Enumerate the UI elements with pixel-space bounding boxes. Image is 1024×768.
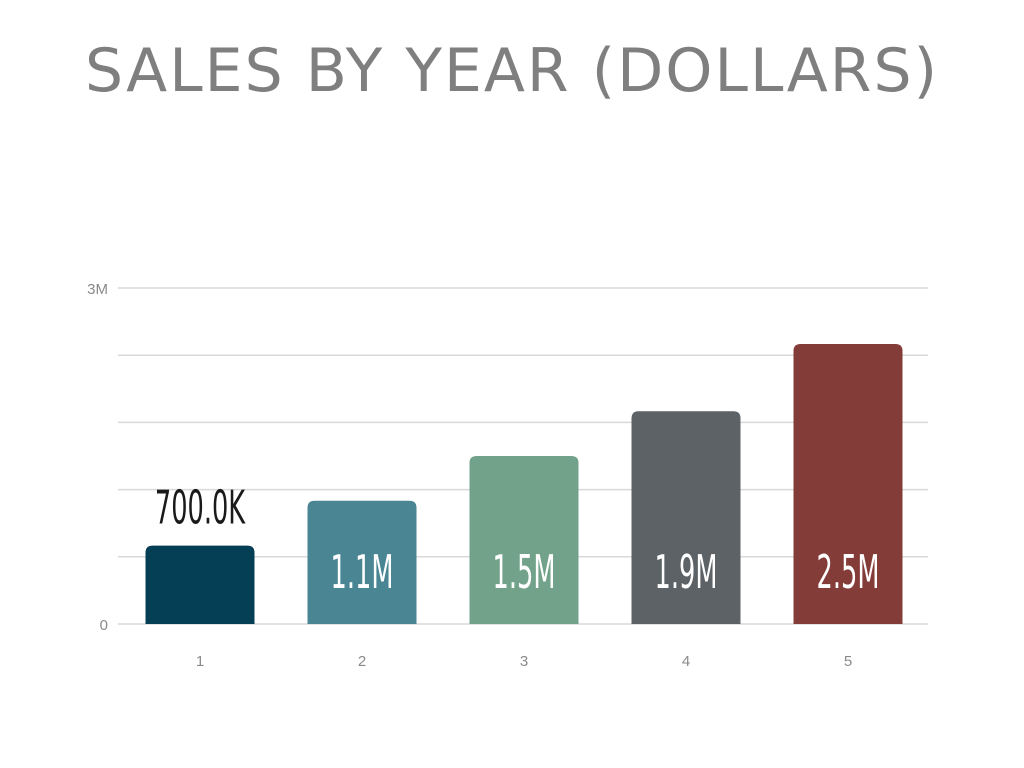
x-tick-label: 3 bbox=[520, 653, 528, 670]
data-label: 1.5M bbox=[493, 546, 556, 600]
data-label: 700.0K bbox=[155, 482, 246, 536]
x-axis-ticks: 1 2 3 4 5 bbox=[196, 653, 852, 670]
x-tick-label: 1 bbox=[196, 653, 204, 670]
y-tick-label: 0 bbox=[100, 617, 108, 634]
bar-5 bbox=[793, 344, 903, 624]
chart-title: SALES BY YEAR (DOLLARS) bbox=[84, 36, 939, 106]
x-tick-label: 5 bbox=[844, 653, 852, 670]
bar-1 bbox=[145, 545, 255, 624]
y-tick-label: 3M bbox=[87, 281, 108, 298]
bar-2 bbox=[307, 500, 417, 624]
bar-3 bbox=[469, 456, 579, 624]
data-labels: 700.0K 1.1M 1.5M 1.9M 2.5M bbox=[155, 482, 880, 600]
x-tick-label: 2 bbox=[358, 653, 366, 670]
bar-4 bbox=[631, 411, 741, 624]
data-label: 1.1M bbox=[331, 546, 394, 600]
bars bbox=[145, 344, 903, 624]
y-axis-ticks: 0 3M bbox=[87, 281, 108, 634]
data-label: 1.9M bbox=[655, 546, 718, 600]
x-tick-label: 4 bbox=[682, 653, 690, 670]
data-label: 2.5M bbox=[817, 546, 880, 600]
